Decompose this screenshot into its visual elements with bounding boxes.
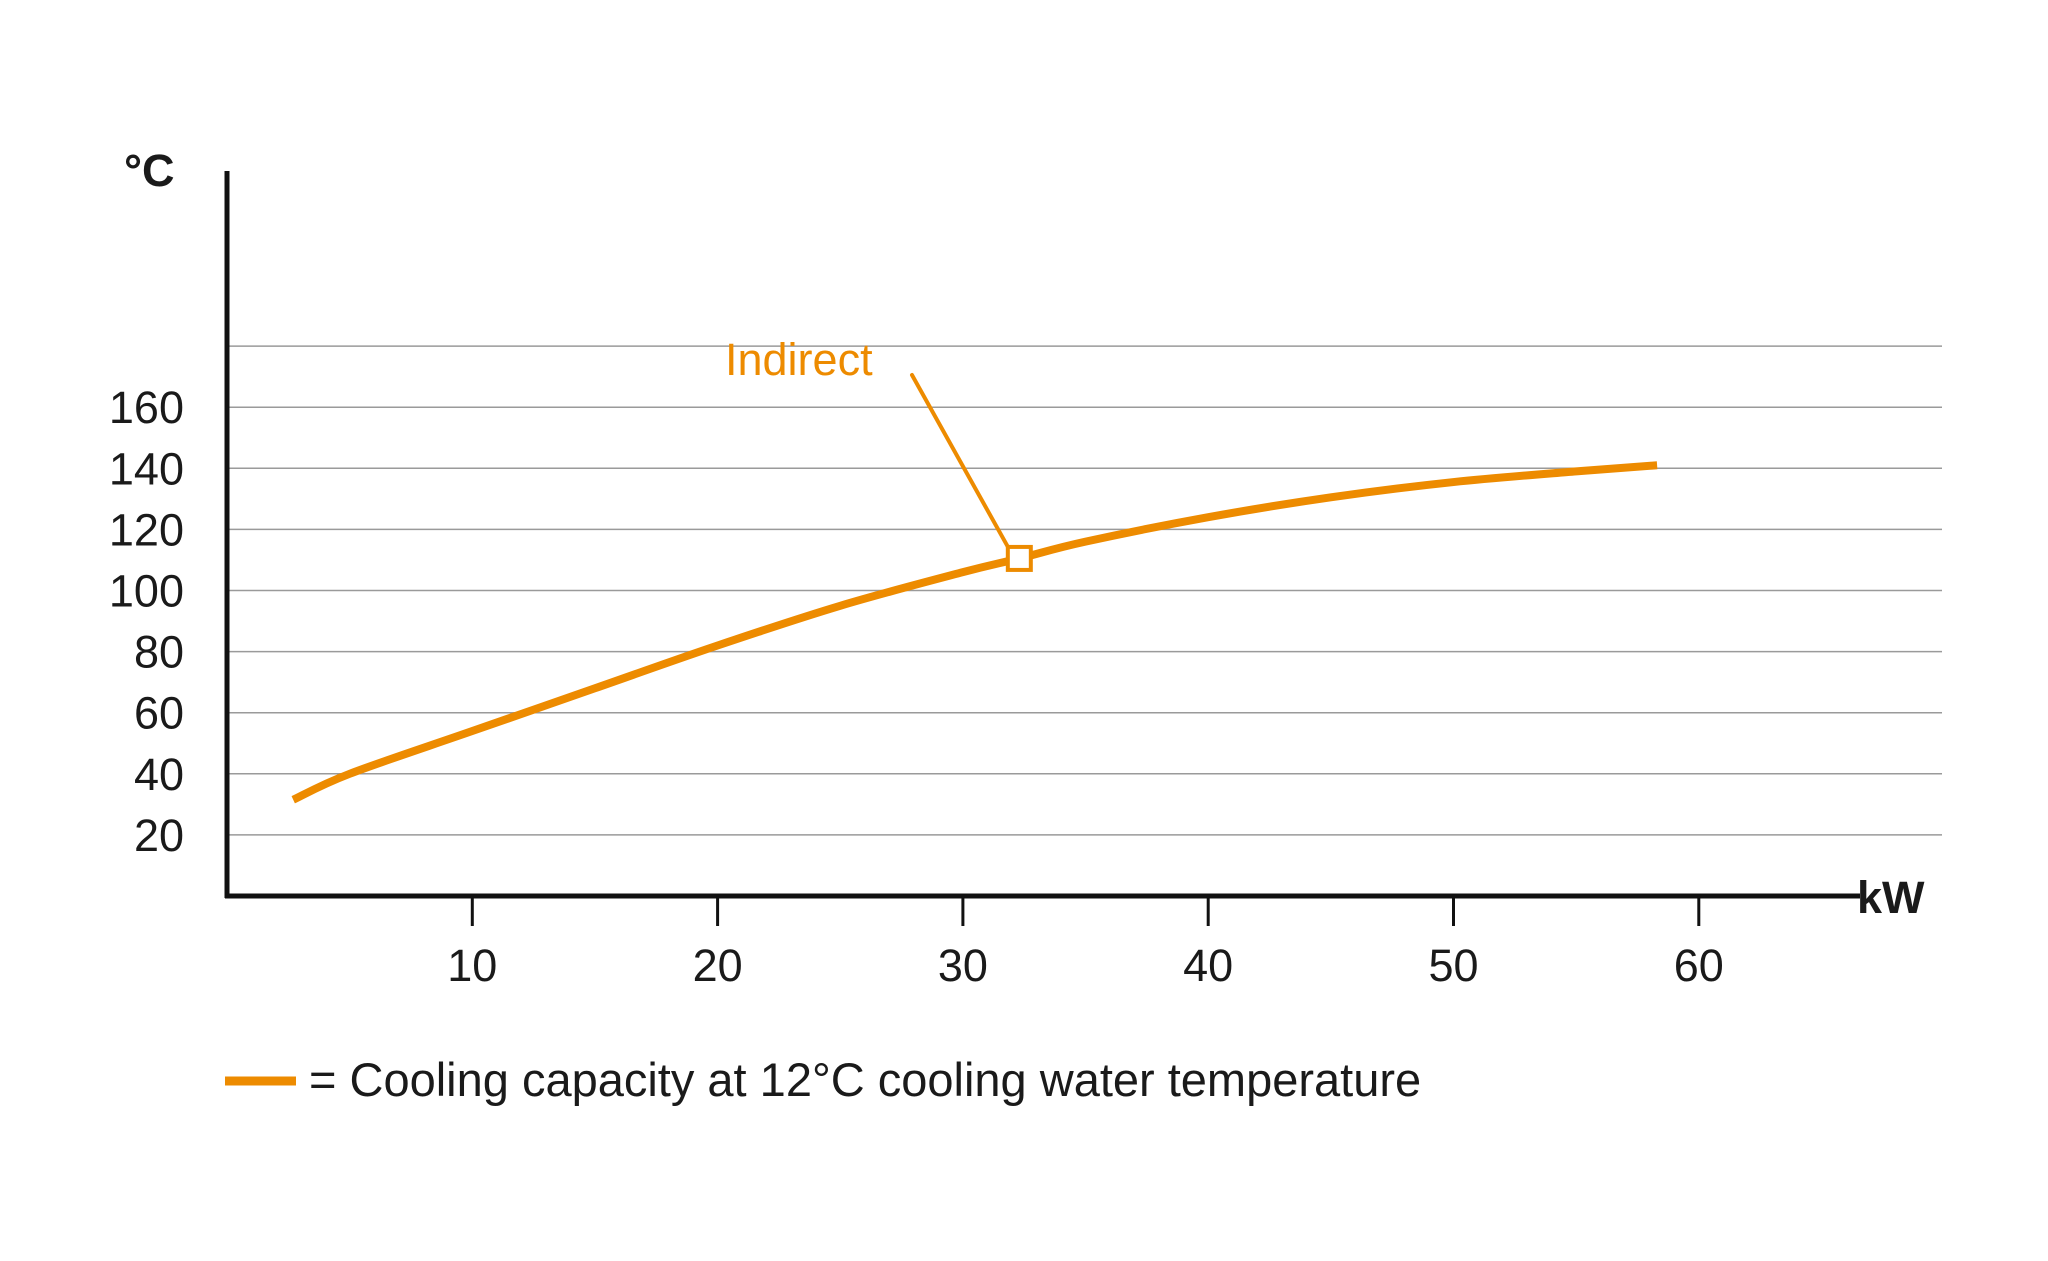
y-tick-label-40: 40 (134, 749, 184, 800)
y-tick-label-20: 20 (134, 810, 184, 861)
legend-label: = Cooling capacity at 12°C cooling water… (309, 1053, 1421, 1106)
series-line-0 (291, 461, 1658, 804)
x-axis-unit: kW (1857, 872, 1925, 923)
annotation-label: Indirect (725, 334, 873, 385)
x-tick-label-40: 40 (1183, 940, 1233, 991)
x-tick-label-60: 60 (1674, 940, 1724, 991)
y-tick-label-160: 160 (109, 382, 184, 433)
series-group (291, 461, 1658, 804)
legend: = Cooling capacity at 12°C cooling water… (225, 1053, 1421, 1106)
x-tick-label-10: 10 (447, 940, 497, 991)
x-tick-label-20: 20 (693, 940, 743, 991)
y-ticks: 20 40 60 80 100 120 140 160 (109, 382, 184, 861)
x-tick-label-30: 30 (938, 940, 988, 991)
y-axis-unit: °C (124, 145, 175, 196)
annotation-group: Indirect (725, 334, 1033, 572)
x-ticks: 10 20 30 40 50 60 (447, 896, 1724, 991)
y-tick-label-140: 140 (109, 443, 184, 494)
y-tick-label-120: 120 (109, 504, 184, 555)
axes (224, 171, 1860, 899)
y-tick-label-100: 100 (109, 566, 184, 617)
x-tick-label-50: 50 (1428, 940, 1478, 991)
y-tick-label-60: 60 (134, 688, 184, 739)
annotation-leader-line (910, 373, 1012, 552)
y-tick-label-80: 80 (134, 627, 184, 678)
annotation-marker (1005, 544, 1033, 572)
grid-lines (229, 345, 1942, 836)
